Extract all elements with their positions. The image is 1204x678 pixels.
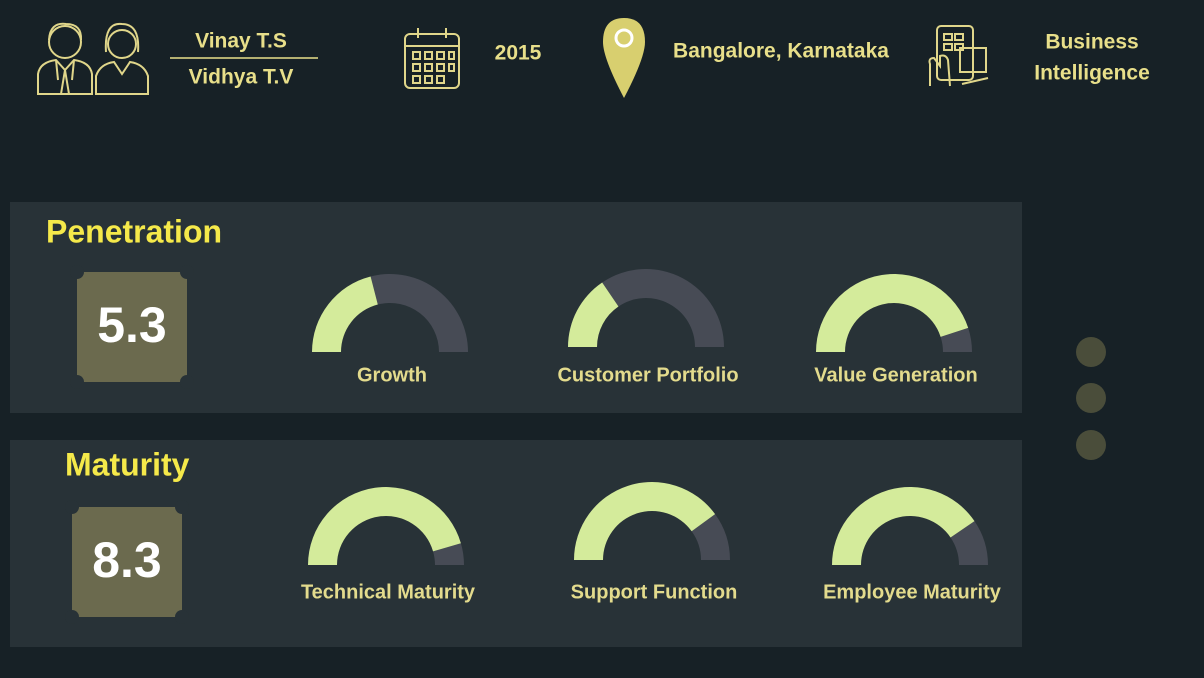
score-box bbox=[72, 507, 182, 617]
person-name: Vidhya T.V bbox=[189, 66, 294, 89]
score-box-notch bbox=[180, 265, 194, 279]
gauge-track bbox=[370, 273, 468, 352]
gauge-fill bbox=[574, 482, 716, 560]
section-title: Penetration bbox=[46, 213, 222, 249]
score-box-notch bbox=[175, 610, 189, 624]
score-box-notch bbox=[70, 265, 84, 279]
gauge-label: Support Function bbox=[571, 581, 738, 603]
score-box-notch bbox=[175, 500, 189, 514]
score: 5.3 bbox=[97, 297, 167, 353]
gauge-label: Employee Maturity bbox=[823, 581, 1002, 603]
gauge-track bbox=[602, 269, 724, 347]
gauge-label: Value Generation bbox=[814, 364, 977, 386]
gauge-fill bbox=[312, 276, 378, 352]
pin-hole bbox=[614, 28, 634, 48]
gauge-label: Customer Portfolio bbox=[557, 364, 738, 386]
gauge-fill bbox=[816, 274, 969, 352]
domain-line: Intelligence bbox=[1034, 62, 1150, 85]
gauge-fill bbox=[568, 282, 619, 347]
gauge-label: Growth bbox=[357, 364, 427, 386]
location: Bangalore, Karnataka bbox=[673, 40, 889, 63]
score-box-notch bbox=[180, 375, 194, 389]
domain-line: Business bbox=[1045, 31, 1138, 54]
location-pin bbox=[603, 18, 645, 98]
section-title: Maturity bbox=[65, 446, 190, 482]
score-box-notch bbox=[70, 375, 84, 389]
gauge-label: Technical Maturity bbox=[301, 581, 476, 603]
gauge-track bbox=[950, 521, 988, 565]
score-box-notch bbox=[65, 610, 79, 624]
gauge-track bbox=[940, 327, 972, 352]
score-box-notch bbox=[65, 500, 79, 514]
score: 8.3 bbox=[92, 532, 162, 588]
bi-icon bbox=[928, 25, 989, 87]
gauge-fill bbox=[832, 487, 975, 565]
nav-dot[interactable] bbox=[1076, 430, 1106, 460]
nav-dot[interactable] bbox=[1076, 383, 1106, 413]
score-box bbox=[77, 272, 187, 382]
people-icon bbox=[37, 22, 149, 95]
gauge-track bbox=[433, 543, 464, 565]
gauge-track bbox=[691, 514, 730, 560]
year: 2015 bbox=[495, 42, 542, 65]
calendar-icon bbox=[404, 28, 460, 89]
nav-dot[interactable] bbox=[1076, 337, 1106, 367]
gauge-fill bbox=[308, 487, 461, 565]
person-name: Vinay T.S bbox=[195, 30, 287, 53]
